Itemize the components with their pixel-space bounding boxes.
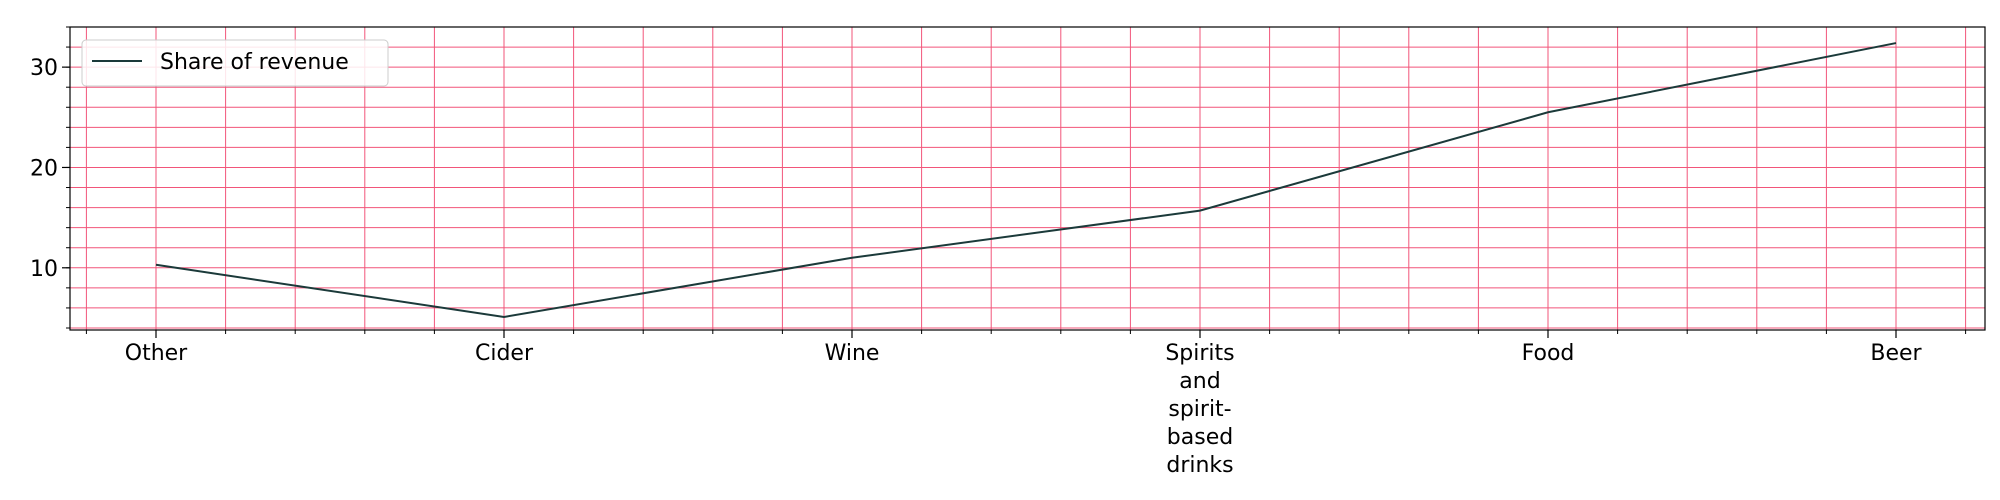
series-layer — [155, 42, 1897, 318]
series-line — [155, 42, 1897, 318]
y-tick-label: 10 — [30, 257, 58, 282]
y-tick-label: 30 — [30, 56, 58, 81]
grid — [70, 26, 1985, 330]
x-tick-label: Food — [1522, 341, 1575, 366]
legend-label: Share of revenue — [160, 50, 349, 75]
x-tick-label: Other — [125, 341, 188, 366]
plot-frame — [69, 26, 1986, 331]
y-tick-label: 20 — [30, 156, 58, 181]
legend-box — [81, 39, 389, 87]
x-tick-label: Wine — [825, 341, 880, 366]
x-tick-label: Cider — [475, 341, 534, 366]
x-tick-label: Spirits and spirit-based drinks — [1165, 341, 1234, 478]
legend: Share of revenue — [81, 39, 389, 87]
x-tick-label: Beer — [1870, 341, 1922, 366]
axes: 10 20 30 Other Cider Wine Spirits and spirit-bas… — [30, 26, 1986, 478]
